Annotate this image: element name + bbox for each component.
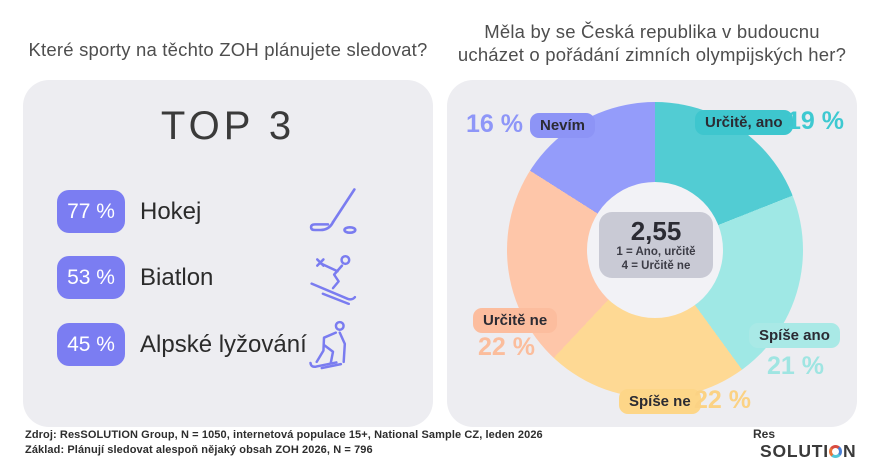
sport-label: Biatlon [140,263,214,291]
value-badge: 45 % [57,323,125,366]
right-question-title: Měla by se Česká republika v budoucnu uc… [447,20,857,66]
segment-pct-urcite-ne: 22 % [478,333,535,361]
segment-pct-spise-ano: 21 % [767,352,824,380]
logo-solution-part1: SOLUTI [760,441,829,461]
segment-pct-nevim: 16 % [466,110,523,138]
logo-res-text: Res [753,427,776,441]
left-question-title: Které sporty na těchto ZOH plánujete sle… [28,39,428,60]
right-question-line1: Měla by se Česká republika v budoucnu [484,21,820,42]
sport-label: Alpské lyžování [140,330,307,358]
source-note: Zdroj: ResSOLUTION Group, N = 1050, inte… [25,428,543,458]
mean-score-value: 2,55 [630,216,682,246]
segment-pct-urcite-ano: 19 % [787,107,844,135]
top3-panel: TOP 3 77 % Hokej 53 % Biatlon [23,80,433,427]
segment-label-urcite-ano: Určitě, ano [695,110,793,135]
segment-pct-spise-ne: 22 % [694,386,751,414]
list-item: 45 % Alpské lyžování [23,320,433,370]
donut-panel: 2,55 1 = Ano, určitě 4 = Určitě ne Určit… [447,80,857,427]
scale-note-line1: 1 = Ano, určitě [616,246,696,258]
value-badge: 77 % [57,190,125,233]
segment-label-nevim: Nevím [530,113,596,138]
top3-heading: TOP 3 [160,104,296,148]
list-item: 77 % Hokej [23,188,433,234]
list-item: 53 % Biatlon [23,254,433,306]
logo-solution-text: SOLUTI N [760,441,865,462]
mean-score-box: 2,55 1 = Ano, určitě 4 = Určitě ne [599,212,713,278]
scale-note-line2: 4 = Určitě ne [621,260,691,272]
right-question-line2: ucházet o pořádání zimních olympijských … [457,44,847,65]
segment-label-spise-ano: Spíše ano [749,323,840,348]
segment-label-spise-ne: Spíše ne [619,389,701,414]
source-line1: Zdroj: ResSOLUTION Group, N = 1050, inte… [25,429,543,441]
biathlon-skier-icon [306,251,360,306]
sport-label: Hokej [140,197,202,225]
source-line2: Základ: Plánují sledovat alespoň nějaký … [25,444,373,456]
logo-solution-part2: N [842,441,857,461]
hockey-stick-icon [306,185,360,239]
segment-label-urcite-ne: Určitě ne [473,308,558,333]
logo-ring-o-icon [829,445,843,458]
value-badge: 53 % [57,256,125,299]
ressolution-logo: Res SOLUTI N [750,427,865,462]
alpine-skier-icon [306,318,360,372]
